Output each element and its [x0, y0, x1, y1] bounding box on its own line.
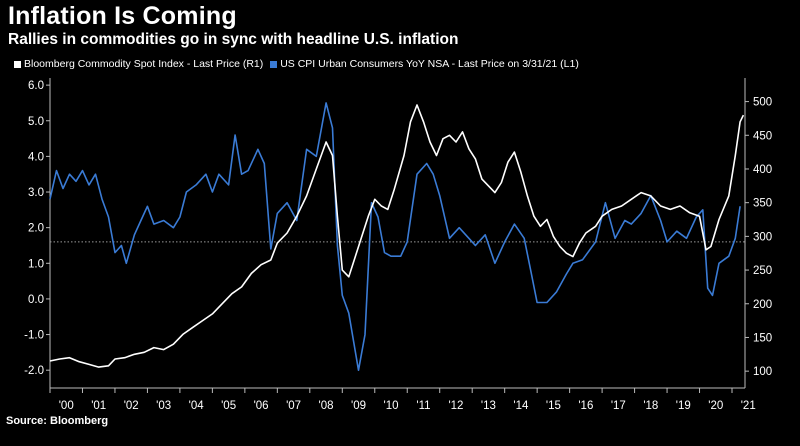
x-tick-label: '11	[416, 400, 430, 412]
left-tick-label: -1.0	[24, 330, 44, 342]
right-tick-label: 200	[753, 299, 772, 311]
left-tick-label: 0.0	[28, 294, 44, 306]
left-tick-label: 5.0	[28, 116, 44, 128]
legend-item-cpi: US CPI Urban Consumers YoY NSA - Last Pr…	[270, 58, 579, 70]
x-tick-label: '12	[448, 400, 463, 412]
chart-title: Inflation Is Coming	[8, 2, 237, 30]
left-tick-label: 1.0	[28, 258, 44, 270]
x-tick-label: '02	[124, 400, 139, 412]
right-tick-label: 450	[753, 130, 772, 142]
series-line-us-cpi	[49, 102, 741, 371]
legend-item-commodity: Bloomberg Commodity Spot Index - Last Pr…	[14, 58, 263, 70]
x-tick-label: '04	[189, 400, 205, 412]
x-tick-label: '13	[481, 400, 496, 412]
x-tick-label: '09	[351, 400, 366, 412]
legend: Bloomberg Commodity Spot Index - Last Pr…	[14, 58, 583, 71]
series-line-commodity-index	[49, 104, 745, 368]
right-tick-label: 100	[753, 366, 772, 378]
left-tick-label: 6.0	[28, 80, 44, 92]
x-tick-label: '18	[643, 400, 658, 412]
x-tick-label: '21	[741, 400, 756, 412]
x-tick-label: '08	[319, 400, 334, 412]
chart-subtitle: Rallies in commodities go in sync with h…	[8, 31, 459, 48]
x-tick-label: '05	[221, 400, 236, 412]
legend-label-commodity: Bloomberg Commodity Spot Index - Last Pr…	[24, 58, 264, 70]
x-tick-label: '06	[254, 400, 269, 412]
left-tick-label: -2.0	[24, 365, 44, 377]
x-tick-label: '00	[59, 400, 74, 412]
source-note: Source: Bloomberg	[6, 415, 109, 427]
legend-swatch-commodity	[14, 60, 21, 68]
left-tick-label: 2.0	[28, 223, 44, 235]
right-tick-label: 250	[753, 265, 772, 277]
right-tick-label: 500	[753, 97, 772, 109]
x-tick-label: '03	[156, 400, 171, 412]
left-tick-label: 4.0	[28, 151, 44, 163]
x-tick-label: '01	[91, 400, 106, 412]
x-tick-label: '19	[676, 400, 691, 412]
x-tick-label: '07	[286, 400, 301, 412]
legend-swatch-cpi	[270, 60, 278, 68]
x-tick-label: '20	[708, 400, 723, 412]
x-tick-label: '10	[384, 400, 399, 412]
x-tick-label: '17	[611, 400, 626, 412]
x-tick-label: '14	[513, 400, 529, 412]
x-tick-label: '15	[546, 400, 561, 412]
left-tick-label: 3.0	[28, 187, 44, 199]
x-tick-label: '16	[578, 400, 593, 412]
right-tick-label: 150	[753, 332, 772, 344]
right-tick-label: 400	[753, 164, 772, 176]
legend-label-cpi: US CPI Urban Consumers YoY NSA - Last Pr…	[280, 58, 579, 70]
right-tick-label: 350	[753, 198, 772, 210]
right-tick-label: 300	[753, 231, 772, 243]
